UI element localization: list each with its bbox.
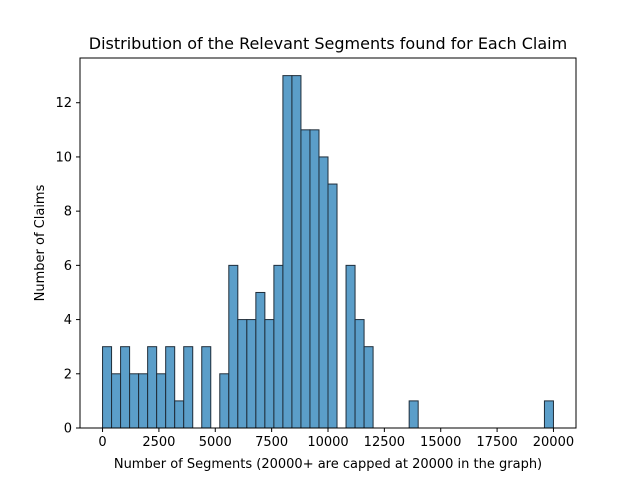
- histogram-bar: [354, 319, 365, 429]
- x-tick-label: 10000: [307, 435, 348, 450]
- x-tick-label: 7500: [255, 435, 288, 450]
- x-tick-label: 5000: [199, 435, 232, 450]
- histogram-bar: [273, 264, 284, 429]
- histogram-bar: [309, 129, 320, 429]
- histogram-bar: [129, 373, 140, 429]
- histogram-bar: [165, 346, 176, 429]
- histogram-bar: [264, 319, 275, 429]
- histogram-bar: [120, 346, 131, 429]
- y-tick-label: 4: [64, 313, 72, 328]
- chart-title: Distribution of the Relevant Segments fo…: [89, 34, 567, 53]
- y-axis-label: Number of Claims: [33, 184, 48, 301]
- x-tick-label: 17500: [476, 435, 517, 450]
- histogram-bar: [138, 373, 149, 429]
- y-tick-label: 0: [64, 422, 72, 437]
- histogram-bar: [291, 75, 302, 429]
- y-tick-label: 2: [64, 367, 72, 382]
- histogram-bar: [201, 346, 212, 429]
- x-tick-label: 0: [98, 435, 106, 450]
- y-axis-ticks: 0 2 4 6 8 10 12: [55, 96, 80, 437]
- x-axis-label: Number of Segments (20000+ are capped at…: [114, 457, 542, 472]
- x-tick-label: 2500: [142, 435, 175, 450]
- histogram-bar: [327, 183, 338, 429]
- histogram-bar: [219, 373, 230, 429]
- histogram-bar: [111, 373, 122, 429]
- histogram-bar: [255, 291, 266, 429]
- histogram-bar: [282, 75, 293, 429]
- histogram-bar: [156, 373, 167, 429]
- histogram-bar: [318, 156, 329, 429]
- histogram-bar: [147, 346, 158, 429]
- y-tick-label: 10: [55, 150, 72, 165]
- histogram-bar: [363, 346, 374, 429]
- x-axis-ticks: 0 2500 5000 7500 10000 12500 15000 17500 20000: [98, 428, 574, 450]
- histogram-bar: [246, 319, 257, 429]
- y-tick-label: 8: [64, 205, 72, 220]
- histogram-bar: [237, 319, 248, 429]
- histogram-bar: [408, 400, 419, 429]
- histogram-bar: [183, 346, 194, 429]
- histogram-bar: [174, 400, 185, 429]
- x-tick-label: 15000: [420, 435, 461, 450]
- bars-group: [102, 75, 554, 429]
- y-tick-label: 6: [64, 259, 72, 274]
- x-tick-label: 20000: [533, 435, 574, 450]
- y-tick-label: 12: [55, 96, 72, 111]
- histogram-bar: [228, 264, 239, 429]
- histogram-bar: [102, 346, 113, 429]
- histogram-bar: [345, 264, 356, 429]
- x-tick-label: 12500: [364, 435, 405, 450]
- histogram-bar: [300, 129, 311, 429]
- histogram-bar: [543, 400, 554, 429]
